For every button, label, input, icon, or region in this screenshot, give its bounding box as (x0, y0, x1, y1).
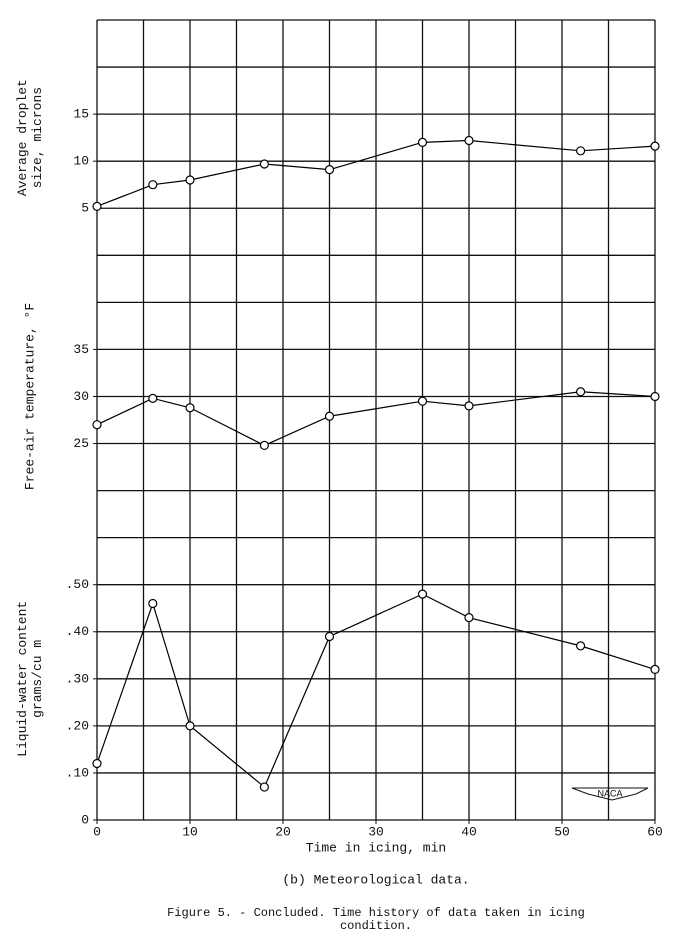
data-point (324, 631, 335, 642)
x-tick-label: 10 (182, 824, 198, 839)
data-point (464, 401, 474, 411)
data-point (259, 782, 269, 792)
naca-logo: NACA (571, 787, 649, 801)
data-point (185, 721, 195, 731)
y-axis-label: Free-air temperature, °F (22, 303, 37, 490)
figure-caption: condition. (340, 919, 412, 933)
data-point (148, 180, 158, 190)
y-tick-label: 10 (73, 154, 89, 169)
y-tick-label: 5 (81, 201, 89, 216)
data-point (92, 758, 102, 769)
data-point (324, 411, 335, 421)
y-axis-label: grams/cu m (30, 640, 45, 718)
y-axis-label: Average droplet (15, 79, 30, 196)
x-tick-label: 60 (647, 824, 663, 839)
data-point (650, 391, 660, 402)
figure-caption: Figure 5. - Concluded. Time history of d… (167, 906, 585, 920)
caption: (b) Meteorological data. (282, 872, 469, 887)
x-tick-label: 30 (368, 824, 384, 839)
y-tick-label: 25 (73, 436, 89, 451)
data-point (575, 387, 586, 397)
grid (96, 19, 656, 821)
data-point (417, 396, 428, 406)
data-point (148, 393, 158, 403)
y-axis-label: size, microns (30, 87, 45, 188)
data-point (259, 159, 269, 169)
data-point (185, 403, 195, 413)
data-point (417, 589, 428, 599)
data-point (185, 175, 195, 185)
y-tick-label: 30 (73, 389, 89, 404)
data-point (92, 201, 102, 211)
data-point (324, 165, 335, 175)
y-tick-label: .30 (66, 671, 89, 686)
x-axis-label: Time in icing, min (306, 840, 446, 855)
logo-wing (571, 787, 649, 801)
data-point (148, 598, 158, 609)
data-point (464, 135, 474, 146)
x-tick-label: 0 (93, 824, 101, 839)
y-tick-label: 35 (73, 342, 89, 357)
x-tick-label: 20 (275, 824, 291, 839)
data-point (650, 664, 660, 675)
x-tick-label: 40 (461, 824, 477, 839)
x-tick-label: 50 (554, 824, 570, 839)
y-tick-label: .20 (66, 718, 89, 733)
data-point (575, 641, 586, 651)
data-point (650, 141, 660, 151)
y-tick-label: 15 (73, 107, 89, 122)
y-tick-label: 0 (81, 812, 89, 827)
data-point (92, 420, 102, 430)
y-tick-label: .10 (66, 765, 89, 780)
data-point (417, 137, 428, 147)
y-tick-label: .50 (66, 577, 89, 592)
data-point (575, 146, 586, 156)
y-tick-label: .40 (66, 624, 89, 639)
data-point (464, 613, 474, 623)
logo-text: NACA (597, 788, 622, 798)
y-axis-label: Liquid-water content (15, 601, 30, 757)
data-point (259, 440, 269, 451)
